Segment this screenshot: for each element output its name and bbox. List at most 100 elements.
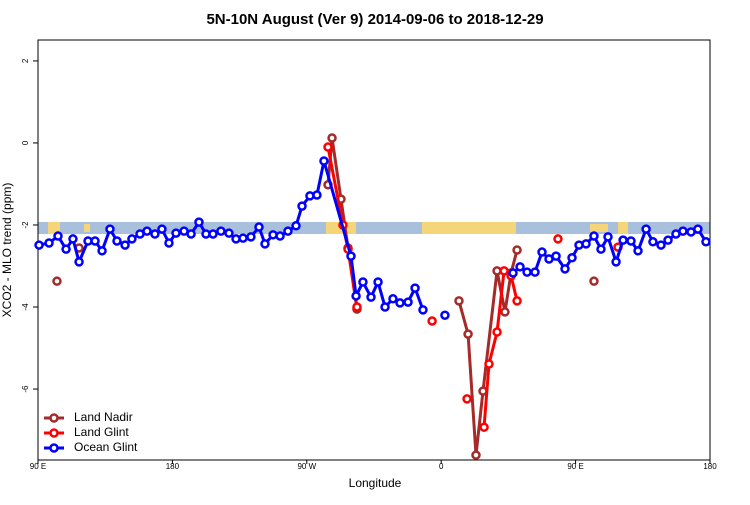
data-point <box>462 394 472 404</box>
land-strip <box>48 222 60 234</box>
data-point <box>530 267 540 277</box>
legend-label: Land Nadir <box>74 410 133 424</box>
y-tick-label: 2 <box>21 58 30 63</box>
data-point <box>238 233 248 243</box>
data-point <box>427 316 437 326</box>
data-point <box>208 229 218 239</box>
data-point <box>522 267 532 277</box>
data-point <box>97 246 107 256</box>
x-tick-label: 90 E <box>567 462 583 471</box>
data-point <box>418 305 428 315</box>
data-point <box>34 240 44 250</box>
land-strip <box>618 222 628 234</box>
data-point <box>52 276 62 286</box>
data-point <box>551 251 561 261</box>
data-point <box>553 234 563 244</box>
data-point <box>641 224 651 234</box>
data-point <box>701 237 711 247</box>
legend-swatch <box>49 413 59 423</box>
series <box>34 156 711 320</box>
data-point <box>471 450 481 460</box>
x-axis-label: Longitude <box>349 476 402 490</box>
data-point <box>346 251 356 261</box>
data-point <box>68 234 78 244</box>
data-point <box>567 253 577 263</box>
data-point <box>603 232 613 242</box>
data-point <box>484 359 494 369</box>
y-tick-label: -4 <box>21 303 30 311</box>
legend-swatch <box>49 443 59 453</box>
x-tick-label: 0 <box>439 462 444 471</box>
data-point <box>560 264 570 274</box>
data-point <box>157 224 167 234</box>
plot-frame <box>37 39 711 461</box>
data-point <box>500 307 510 317</box>
x-tick-label: 180 <box>166 462 180 471</box>
y-tick-label: 0 <box>21 140 30 145</box>
data-point <box>454 296 464 306</box>
data-point <box>105 224 115 234</box>
x-tick-label: 90 W <box>297 462 316 471</box>
series-line <box>328 147 618 427</box>
data-point <box>380 302 390 312</box>
data-point <box>186 229 196 239</box>
legend-swatch <box>49 428 59 438</box>
data-point <box>246 232 256 242</box>
data-point <box>319 156 329 166</box>
data-point <box>515 262 525 272</box>
data-point <box>254 222 264 232</box>
data-point <box>512 245 522 255</box>
data-point <box>388 294 398 304</box>
data-point <box>283 226 293 236</box>
data-point <box>492 327 502 337</box>
data-point <box>74 257 84 267</box>
data-point <box>395 298 405 308</box>
data-point <box>678 226 688 236</box>
land-strip <box>84 224 90 232</box>
data-point <box>589 231 599 241</box>
data-point <box>373 277 383 287</box>
x-tick-label: 90 E <box>30 462 46 471</box>
chart-title: 5N-10N August (Ver 9) 2014-09-06 to 2018… <box>206 11 543 28</box>
data-point <box>291 221 301 231</box>
data-point <box>633 246 643 256</box>
data-point <box>352 302 362 312</box>
data-point <box>440 310 450 320</box>
data-point <box>693 224 703 234</box>
legend-label: Ocean Glint <box>74 440 138 454</box>
data-point <box>479 422 489 432</box>
data-point <box>648 237 658 247</box>
data-point <box>90 236 100 246</box>
data-point <box>478 386 488 396</box>
land-strip <box>590 224 608 232</box>
legend-label: Land Glint <box>74 425 129 439</box>
data-point <box>581 239 591 249</box>
data-point <box>297 201 307 211</box>
data-point <box>618 235 628 245</box>
data-point <box>112 236 122 246</box>
data-point <box>275 231 285 241</box>
data-point <box>463 329 473 339</box>
data-point <box>656 240 666 250</box>
data-point <box>663 235 673 245</box>
data-point <box>366 292 376 302</box>
y-tick-label: -6 <box>21 385 30 393</box>
data-point <box>61 244 71 254</box>
data-point <box>351 291 361 301</box>
data-point <box>499 266 509 276</box>
data-point <box>194 217 204 227</box>
data-point <box>53 231 63 241</box>
data-point <box>626 236 636 246</box>
data-point <box>323 142 333 152</box>
data-point <box>312 190 322 200</box>
data-point <box>120 240 130 250</box>
data-point <box>216 226 226 236</box>
data-point <box>537 247 547 257</box>
x-tick-label: 180 <box>703 462 717 471</box>
data-point <box>164 238 174 248</box>
data-point <box>260 239 270 249</box>
land-strip <box>422 222 516 234</box>
data-point <box>403 297 413 307</box>
data-point <box>358 277 368 287</box>
data-point <box>327 133 337 143</box>
